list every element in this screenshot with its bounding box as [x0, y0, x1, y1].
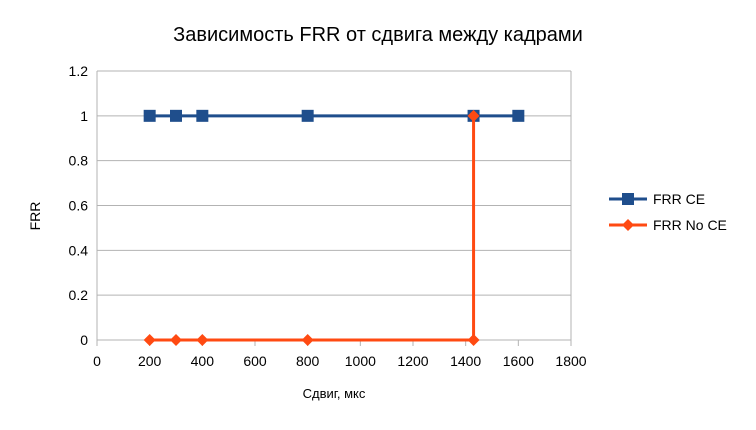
data-point	[143, 334, 156, 346]
data-point	[143, 109, 156, 122]
x-tick-label: 0	[93, 353, 101, 369]
y-axis-ticks: 0 0.2 0.4 0.6 0.8 1 1.2	[69, 63, 89, 348]
series-line	[149, 115, 476, 342]
y-tick-label: 0.4	[69, 242, 89, 258]
legend-item: FRR CE	[609, 191, 705, 207]
series-layer	[143, 109, 525, 346]
data-point	[170, 109, 182, 122]
y-tick-label: 1	[80, 108, 88, 124]
data-point	[512, 109, 525, 122]
data-point	[196, 334, 209, 346]
data-point	[170, 334, 182, 346]
legend: FRR CE FRR No CE	[609, 191, 727, 233]
data-point	[196, 109, 209, 122]
data-point	[301, 334, 314, 346]
x-tick-label: 1000	[345, 353, 376, 369]
series-frr-ce	[143, 109, 525, 122]
x-axis-ticks: 0 200 400 600 800 1000 1200 1400 1600 1800	[93, 340, 587, 369]
x-tick-label: 1400	[450, 353, 481, 369]
grid-lines	[97, 70, 571, 341]
legend-item: FRR No CE	[609, 217, 727, 233]
y-tick-label: 0.8	[69, 153, 89, 169]
legend-marker	[622, 193, 634, 205]
legend-marker	[622, 219, 634, 231]
x-tick-label: 800	[296, 353, 320, 369]
data-point	[467, 109, 480, 122]
chart-title: Зависимость FRR от сдвига между кадрами	[173, 24, 583, 46]
series-frr-no-ce	[143, 109, 480, 346]
x-tick-label: 1200	[397, 353, 428, 369]
x-tick-label: 400	[191, 353, 215, 369]
x-tick-label: 200	[138, 353, 162, 369]
y-tick-label: 0	[80, 332, 88, 348]
y-tick-label: 1.2	[69, 63, 89, 79]
legend-label: FRR CE	[653, 191, 705, 207]
x-axis-label: Сдвиг, мкс	[303, 386, 366, 401]
data-point	[301, 109, 314, 122]
legend-label: FRR No CE	[653, 217, 727, 233]
x-tick-label: 600	[243, 353, 267, 369]
x-tick-label: 1600	[503, 353, 534, 369]
y-tick-label: 0.2	[69, 287, 89, 303]
data-point	[467, 334, 480, 346]
y-tick-label: 0.6	[69, 198, 89, 214]
y-axis-label: FRR	[27, 202, 43, 231]
x-tick-label: 1800	[555, 353, 586, 369]
